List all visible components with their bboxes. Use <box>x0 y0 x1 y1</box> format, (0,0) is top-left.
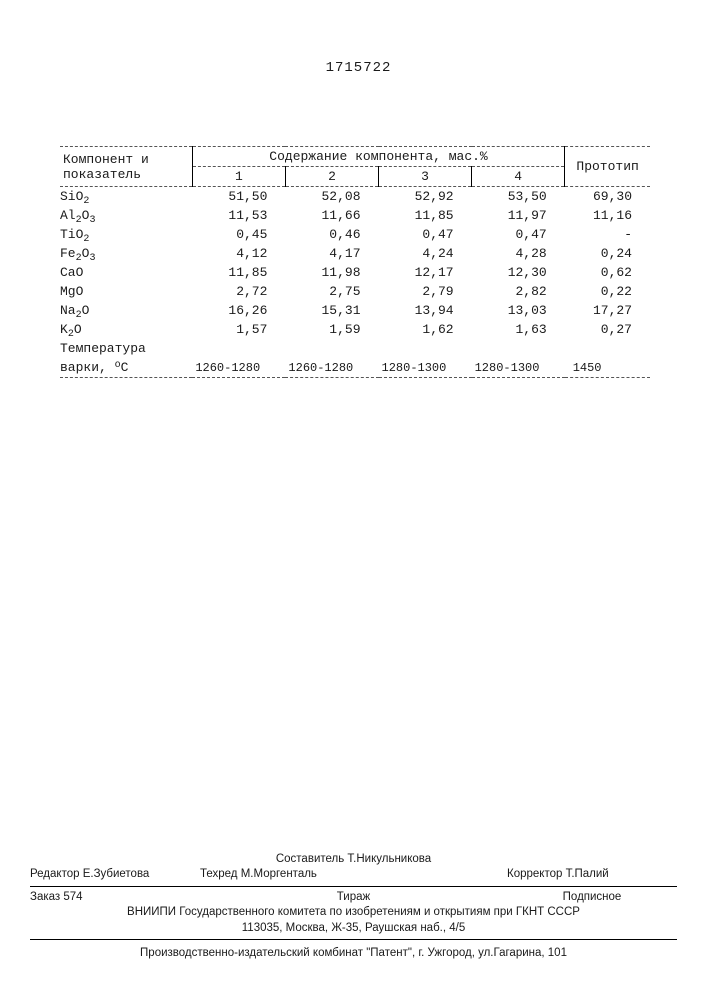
institution-line1: ВНИИПИ Государственного комитета по изоб… <box>30 905 677 921</box>
techred: Техред М.Моргенталь <box>200 867 507 883</box>
header-component: Компонент и показатель <box>60 147 192 187</box>
composer: Составитель Т.Никульникова <box>30 852 677 868</box>
table-row: MgO2,722,752,792,820,22 <box>60 282 650 301</box>
divider <box>30 886 677 887</box>
table-row-temp: варки, oС 1260-1280 1260-1280 1280-1300 … <box>60 358 650 378</box>
header-col4: 4 <box>472 167 565 187</box>
table-row: Al2O311,5311,6611,8511,9711,16 <box>60 206 650 225</box>
tiraz: Тираж <box>200 890 507 906</box>
table-row: Na2O16,2615,3113,9413,0317,27 <box>60 301 650 320</box>
composition-table: Компонент и показатель Содержание компон… <box>60 146 650 378</box>
table-row-temp: Температура <box>60 339 650 358</box>
document-number: 1715722 <box>50 60 667 76</box>
table-row: TiO20,450,460,470,47- <box>60 225 650 244</box>
header-content: Содержание компонента, мас.% <box>192 147 564 167</box>
editor: Редактор Е.Зубиетова <box>30 867 200 883</box>
table-row: Fe2O34,124,174,244,280,24 <box>60 244 650 263</box>
institution-line2: 113035, Москва, Ж-35, Раушская наб., 4/5 <box>30 921 677 937</box>
podpisnoe: Подписное <box>507 890 677 906</box>
header-col3: 3 <box>379 167 472 187</box>
divider <box>30 939 677 940</box>
header-col2: 2 <box>285 167 378 187</box>
footer: Составитель Т.Никульникова Редактор Е.Зу… <box>30 852 677 962</box>
table-row: SiO251,5052,0852,9253,5069,30 <box>60 187 650 207</box>
order-number: Заказ 574 <box>30 890 200 906</box>
production-line: Производственно-издательский комбинат "П… <box>30 946 677 962</box>
corrector: Корректор Т.Палий <box>507 867 677 883</box>
header-col1: 1 <box>192 167 285 187</box>
header-prototype: Прототип <box>565 147 650 187</box>
table-row: K2O1,571,591,621,630,27 <box>60 320 650 339</box>
table-row: CaO11,8511,9812,1712,300,62 <box>60 263 650 282</box>
